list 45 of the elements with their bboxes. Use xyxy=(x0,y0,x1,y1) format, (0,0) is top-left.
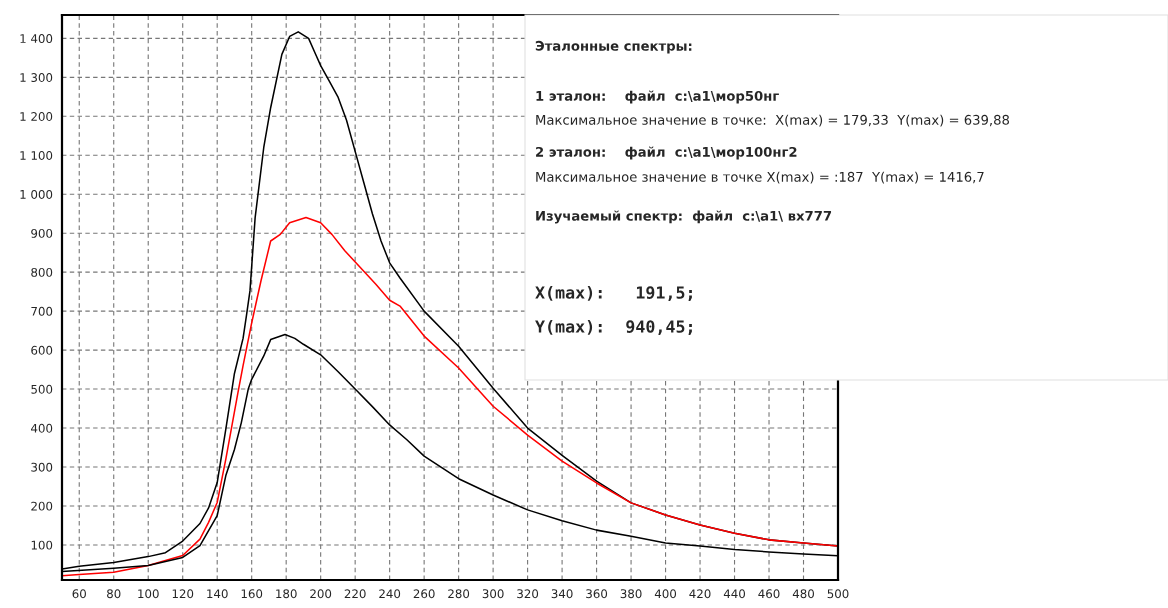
y-tick-label: 200 xyxy=(31,501,53,511)
y-tick-label: 1 100 xyxy=(20,151,53,160)
y-tick-label: 100 xyxy=(31,540,53,550)
annotation: Максимальное значение в точке: X(max) = 179,33 Y(max) = 639,88 xyxy=(536,114,1010,127)
annotation: X(max): 191,5; xyxy=(535,285,692,301)
x-tick-label: 60 xyxy=(72,589,86,599)
x-tick-label: 420 xyxy=(689,589,711,599)
x-tick-label: 340 xyxy=(551,589,573,599)
x-tick-label: 240 xyxy=(379,589,401,599)
x-tick-label: 160 xyxy=(241,589,263,599)
x-tick-label: 280 xyxy=(448,589,470,599)
y-tick-label: 400 xyxy=(31,423,53,433)
y-tick-label: 900 xyxy=(31,228,53,238)
x-tick-label: 460 xyxy=(758,589,780,599)
x-tick-label: 380 xyxy=(620,589,642,599)
x-tick-label: 180 xyxy=(276,589,297,599)
y-tick-label: 1 000 xyxy=(20,189,53,199)
y-tick-label: 500 xyxy=(31,384,53,394)
x-tick-label: 360 xyxy=(586,589,608,599)
annotation: 2 эталон: файл c:\a1\мор100нг2 xyxy=(536,146,797,160)
annotation: 1 эталон: файл c:\a1\мор50нг xyxy=(536,90,779,104)
x-tick-label: 480 xyxy=(792,589,814,599)
y-tick-label: 700 xyxy=(31,306,53,316)
x-tick-label: 120 xyxy=(172,589,194,599)
x-tick-label: 140 xyxy=(207,589,228,599)
x-tick-label: 80 xyxy=(107,589,121,599)
x-tick-label: 220 xyxy=(344,589,366,599)
y-tick-label: 1 300 xyxy=(20,73,53,82)
y-tick-label: 1 200 xyxy=(20,112,53,121)
y-tick-label: 1 400 xyxy=(20,34,53,44)
y-tick-label: 800 xyxy=(31,267,53,277)
x-tick-label: 200 xyxy=(310,589,332,599)
x-tick-label: 320 xyxy=(517,589,539,599)
annotation: Изучаемый спектр: файл c:\a1\ вх777 xyxy=(536,210,832,224)
annotation: Максимальное значение в точке X(max) = :187 Y(max) = 1416,7 xyxy=(536,171,984,184)
x-tick-label: 440 xyxy=(723,589,746,599)
y-tick-label: 600 xyxy=(31,345,53,355)
x-tick-label: 400 xyxy=(654,589,677,599)
x-tick-label: 100 xyxy=(138,589,159,599)
y-tick-label: 300 xyxy=(31,462,53,472)
annotation: Y(max): 940,45; xyxy=(535,319,692,335)
x-tick-label: 260 xyxy=(413,589,435,599)
x-tick-label: 300 xyxy=(482,589,504,599)
x-tick-label: 500 xyxy=(827,589,849,599)
annotation: Эталонные спектры: xyxy=(535,40,692,54)
